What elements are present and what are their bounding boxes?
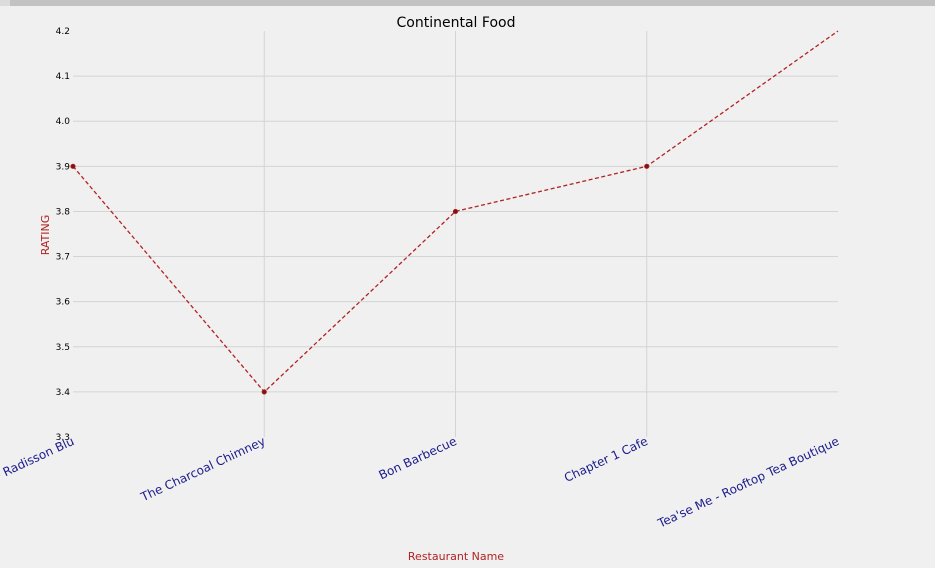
x-tick-label: The Charcoal Chimney	[138, 434, 268, 504]
x-tick-label: Chapter 1 Cafe	[562, 434, 650, 485]
series-line-rating	[72, 30, 839, 393]
chart-title: Continental Food	[397, 15, 516, 31]
y-tick-label: 3.6	[56, 298, 71, 308]
data-point	[644, 163, 650, 169]
y-tick-labels: 3.3 3.4 3.5 3.6 3.7 3.8 3.9 4.0 4.1 4.2	[56, 27, 71, 443]
y-tick-label: 3.4	[56, 388, 71, 398]
x-axis-label: Restaurant Name	[408, 550, 504, 563]
data-point	[452, 208, 459, 215]
y-tick-label: 3.9	[56, 162, 71, 172]
y-tick-label: 3.3	[56, 433, 70, 443]
data-point	[261, 389, 267, 395]
x-tick-label: Bon Barbecue	[377, 434, 459, 482]
grid	[73, 31, 838, 437]
x-tick-label: Tea'se Me - Rooftop Tea Boutique	[655, 434, 841, 531]
window-top-bar	[0, 0, 935, 6]
data-points	[70, 163, 650, 395]
y-tick-label: 4.0	[56, 117, 71, 127]
y-axis-label: RATING	[39, 215, 52, 256]
y-tick-label: 4.2	[56, 27, 70, 37]
y-tick-label: 3.5	[56, 343, 70, 353]
x-tick-label: The Latitude - Radisson Blu	[0, 434, 76, 517]
x-tick-labels: The Latitude - Radisson Blu The Charcoal …	[0, 434, 841, 531]
y-tick-label: 3.7	[56, 253, 70, 263]
data-point	[70, 163, 76, 169]
window-top-bar-notch	[0, 0, 10, 6]
y-tick-label: 4.1	[56, 72, 70, 82]
y-tick-label: 3.8	[56, 207, 71, 217]
